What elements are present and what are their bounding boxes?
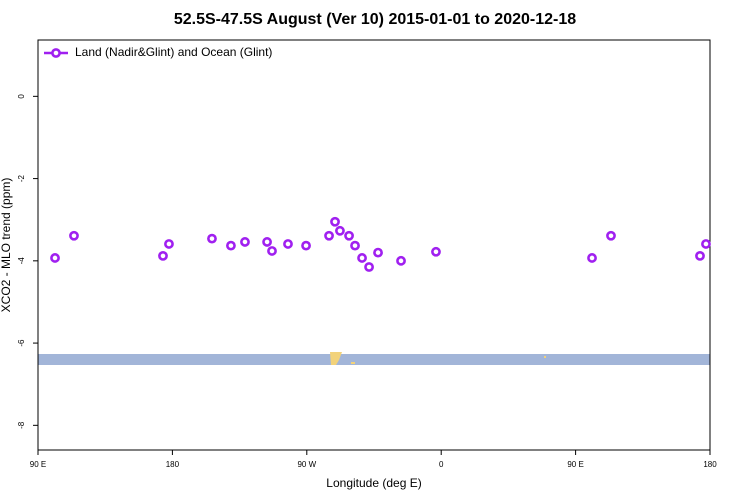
y-tick-label: -4 [17, 257, 26, 265]
y-tick-label: 0 [17, 94, 26, 99]
x-tick-label: 180 [166, 460, 180, 469]
data-point [587, 253, 597, 263]
data-point [431, 246, 441, 257]
y-axis-label: XCO2 - MLO trend (ppm) [0, 178, 13, 313]
x-tick-label: 90 E [30, 460, 46, 469]
x-axis-label: Longitude (deg E) [326, 476, 421, 490]
y-tick-label: -8 [17, 421, 26, 429]
x-tick-label: 0 [439, 460, 444, 469]
data-point [164, 239, 174, 249]
y-tick-label: -6 [17, 339, 26, 347]
data-point [350, 240, 360, 251]
map-strip [38, 352, 710, 365]
plot-frame [37, 39, 711, 451]
chart-title: 52.5S-47.5S August (Ver 10) 2015-01-01 t… [174, 11, 576, 28]
data-point [283, 239, 293, 249]
data-point [701, 239, 711, 249]
data-point [267, 246, 277, 256]
x-tick-label: 90 E [567, 460, 583, 469]
data-point [158, 250, 168, 261]
data-point [324, 230, 334, 241]
data-point [240, 237, 250, 247]
data-point [373, 247, 383, 258]
data-point [396, 255, 406, 266]
data-point [364, 262, 374, 272]
data-point [226, 240, 236, 251]
legend-marker [51, 48, 61, 58]
legend-label: Land (Nadir&Glint) and Ocean (Glint) [75, 45, 272, 59]
x-tick-label: 90 W [297, 460, 316, 469]
data-point [330, 216, 340, 227]
data-point [695, 250, 705, 261]
data-point [50, 253, 60, 263]
data-point [344, 230, 354, 241]
data-point [301, 240, 311, 251]
data-point [207, 233, 217, 244]
data-point [357, 253, 367, 263]
y-tick-label: -2 [17, 174, 26, 182]
data-point [69, 230, 79, 241]
data-point [262, 237, 272, 247]
data-point [335, 225, 345, 236]
x-tick-label: 180 [703, 460, 717, 469]
data-point [606, 230, 616, 241]
